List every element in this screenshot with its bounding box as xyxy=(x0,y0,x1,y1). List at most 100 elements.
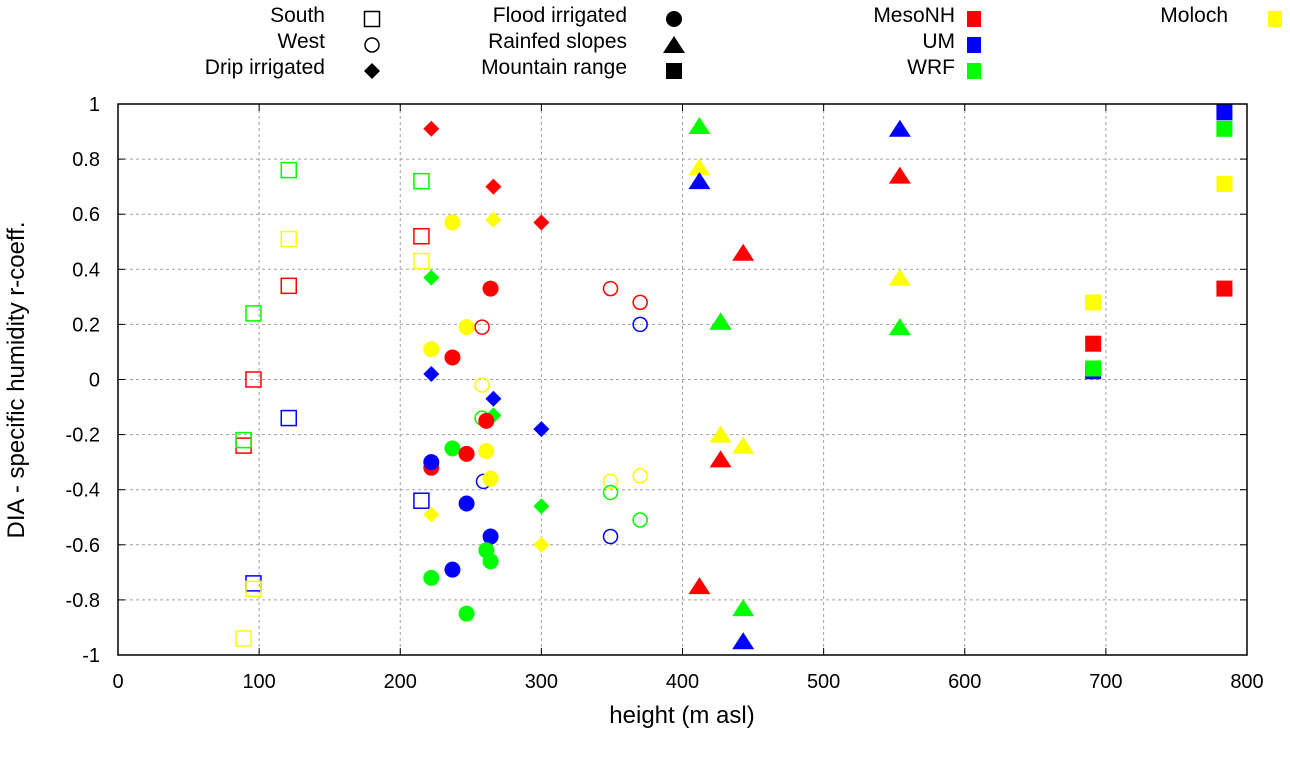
point-filled-triangle-um xyxy=(888,119,911,137)
legend-site-drip-irrigated: Drip irrigated xyxy=(205,56,380,79)
point-open-square-mesonh xyxy=(280,277,298,295)
point-filled-circle-um xyxy=(423,454,440,471)
y-tick-label: 0.6 xyxy=(72,204,100,226)
legend-label: MesoNH xyxy=(873,4,955,27)
legend-marker-open-square xyxy=(363,10,381,28)
point-filled-triangle-moloch xyxy=(888,268,911,286)
point-filled-circle-moloch xyxy=(482,470,499,487)
data-points xyxy=(235,104,1233,650)
point-open-square-wrf xyxy=(235,431,252,449)
series-mountain-range xyxy=(1085,104,1233,380)
point-filled-triangle-wrf xyxy=(888,318,911,336)
legend-label: West xyxy=(278,30,326,53)
legend-label: Moloch xyxy=(1160,4,1228,27)
point-filled-square-um xyxy=(1216,104,1233,121)
point-filled-diamond-um xyxy=(423,365,440,382)
legend-label: South xyxy=(270,4,325,27)
point-filled-square-moloch xyxy=(1216,175,1233,192)
legend-marker-filled-diamond xyxy=(364,63,380,79)
point-filled-circle-moloch xyxy=(444,214,461,231)
point-filled-triangle-mesonh xyxy=(732,243,755,261)
legend-color-swatch xyxy=(967,63,981,79)
x-tick-label: 0 xyxy=(112,671,123,693)
series-south xyxy=(235,161,430,647)
point-open-square-moloch xyxy=(235,630,252,647)
point-filled-diamond-mesonh xyxy=(423,120,440,137)
point-filled-circle-moloch xyxy=(458,319,475,336)
series-flood-irrigated xyxy=(423,214,499,622)
point-filled-diamond-um xyxy=(533,421,550,438)
legend-site-flood-irrigated: Flood irrigated xyxy=(493,4,682,27)
point-filled-circle-wrf xyxy=(444,440,461,457)
point-open-square-mesonh xyxy=(245,371,262,388)
legend-site-rainfed-slopes: Rainfed slopes xyxy=(488,30,685,53)
y-tick-label: 1 xyxy=(89,94,100,116)
legend-marker-open-circle xyxy=(364,37,380,53)
point-filled-circle-wrf xyxy=(458,605,475,622)
series-drip-irrigated xyxy=(423,120,550,553)
point-open-circle-moloch xyxy=(474,377,490,393)
point-filled-circle-mesonh xyxy=(482,280,499,297)
y-tick-label: 0.2 xyxy=(72,314,100,336)
legend-site-mountain-range: Mountain range xyxy=(481,56,682,79)
x-tick-label: 600 xyxy=(948,671,981,693)
point-filled-diamond-um xyxy=(485,390,502,407)
axis-ticks xyxy=(117,103,1248,656)
legend-marker-filled-triangle xyxy=(663,36,685,53)
y-axis-label: DIA - specific humidity r-coeff. xyxy=(3,222,30,539)
point-filled-triangle-mesonh xyxy=(688,577,711,595)
legend-marker-filled-square xyxy=(666,63,682,79)
legend-color-swatch xyxy=(1268,11,1282,27)
point-filled-diamond-moloch xyxy=(533,536,550,553)
grid xyxy=(118,104,1247,655)
point-open-square-wrf xyxy=(280,161,298,179)
y-tick-label: 0 xyxy=(89,370,100,392)
legend-model-moloch: Moloch xyxy=(1160,4,1282,27)
point-filled-triangle-moloch xyxy=(688,158,711,176)
legend-model-um: UM xyxy=(922,30,981,53)
point-filled-square-mesonh xyxy=(1085,335,1102,352)
x-tick-label: 300 xyxy=(525,671,558,693)
point-filled-triangle-um xyxy=(688,172,711,190)
point-open-circle-mesonh xyxy=(474,319,490,335)
point-filled-circle-mesonh xyxy=(444,349,461,366)
point-open-square-wrf xyxy=(245,305,262,322)
point-filled-triangle-um xyxy=(732,632,755,650)
legend-site-south: South xyxy=(270,4,381,28)
y-tick-label: 0.8 xyxy=(72,149,100,171)
point-filled-diamond-mesonh xyxy=(533,214,550,231)
y-tick-label: -0.4 xyxy=(66,480,100,502)
point-filled-diamond-mesonh xyxy=(485,178,502,195)
legend-site-west: West xyxy=(278,30,380,53)
series-west xyxy=(474,280,648,545)
point-filled-triangle-mesonh xyxy=(709,450,732,468)
x-tick-label: 100 xyxy=(242,671,275,693)
legend-color-swatch xyxy=(967,37,981,53)
x-tick-labels: 0 100 200 300 400 500 600 700 800 xyxy=(112,671,1263,693)
point-open-circle-wrf xyxy=(632,512,648,528)
point-filled-square-wrf xyxy=(1085,360,1102,377)
point-open-circle-moloch xyxy=(602,473,619,490)
point-filled-triangle-wrf xyxy=(732,599,755,617)
x-axis-label: height (m asl) xyxy=(609,702,754,729)
y-tick-labels: 1 0.8 0.6 0.4 0.2 0 -0.2 -0.4 -0.6 -0.8 -1 xyxy=(66,94,100,667)
point-open-circle-mesonh xyxy=(632,294,648,311)
legend-label: UM xyxy=(922,30,955,53)
point-filled-diamond-wrf xyxy=(533,498,550,515)
legend-model-wrf: WRF xyxy=(907,56,981,79)
point-open-square-um xyxy=(413,492,430,509)
point-open-square-moloch xyxy=(413,252,430,270)
point-open-circle-mesonh xyxy=(602,280,619,297)
legend-label: Drip irrigated xyxy=(205,56,325,79)
point-filled-circle-moloch xyxy=(478,443,495,460)
legend-label: WRF xyxy=(907,56,955,79)
point-filled-triangle-mesonh xyxy=(888,166,911,184)
point-open-square-moloch xyxy=(245,580,262,598)
point-open-square-mesonh xyxy=(235,437,252,454)
y-tick-label: -0.2 xyxy=(66,425,100,447)
series-rainfed-slopes xyxy=(688,117,911,650)
point-open-square-wrf xyxy=(413,172,430,190)
point-filled-triangle-moloch xyxy=(709,425,732,443)
point-filled-square-wrf xyxy=(1216,120,1233,137)
